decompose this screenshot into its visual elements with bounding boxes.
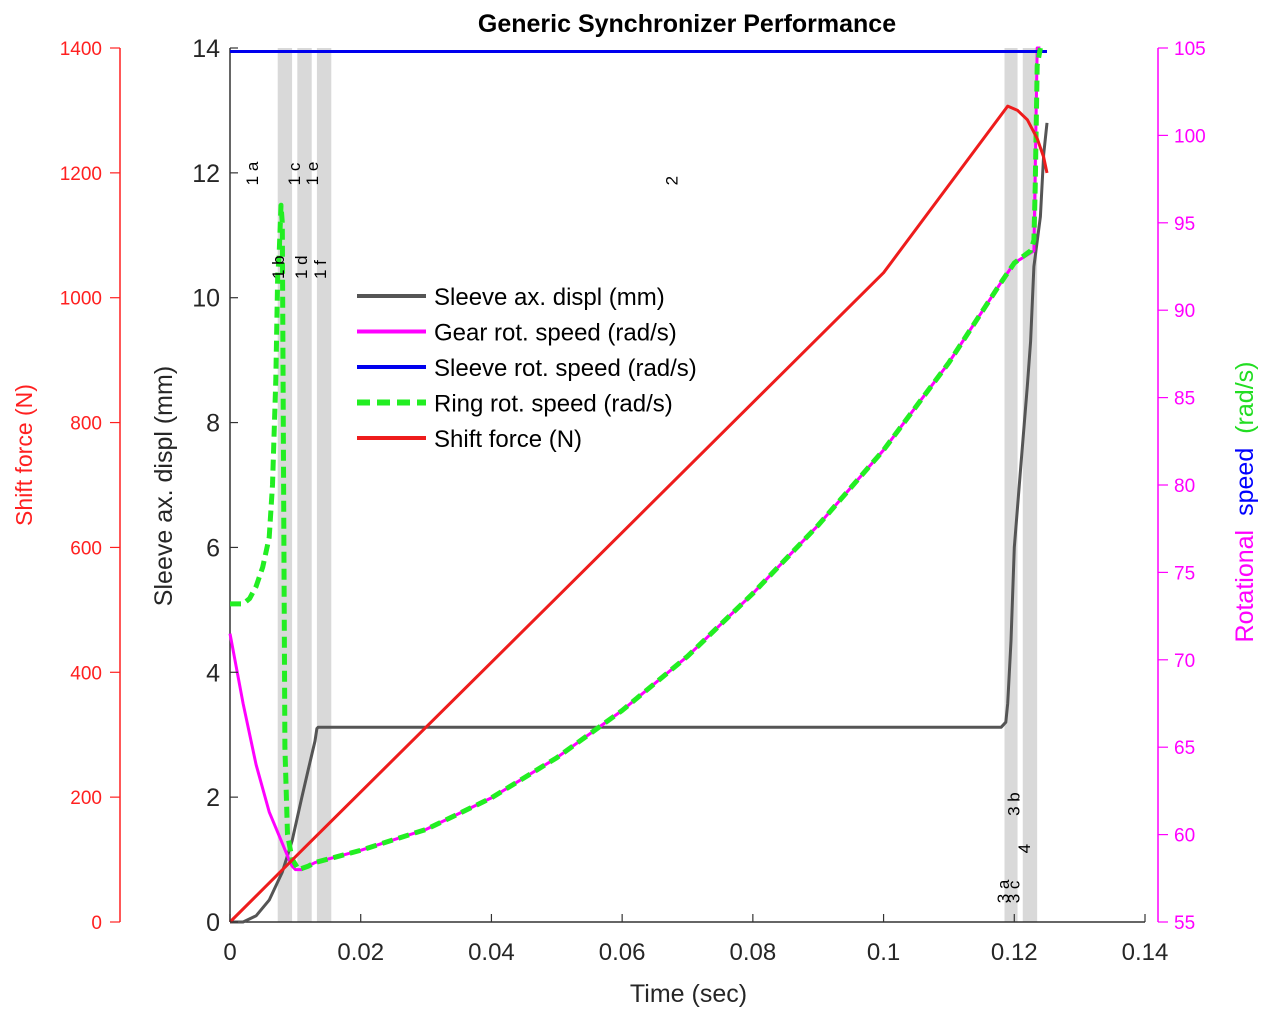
chart-title: Generic Synchronizer Performance — [478, 10, 896, 38]
speed-tick-label: 100 — [1174, 126, 1206, 147]
displ-tick-label: 0 — [206, 909, 220, 937]
speed-tick-label: 70 — [1174, 651, 1195, 672]
force-tick-label: 800 — [70, 414, 102, 435]
legend: Sleeve ax. displ (mm) Gear rot. speed (ra… — [357, 284, 697, 453]
speed-tick-label: 75 — [1174, 563, 1195, 584]
phase-label-8: 3 a — [994, 879, 1013, 903]
x-tick-label: 0.04 — [468, 939, 515, 966]
speed-axis-label-part: Rotational — [1231, 530, 1259, 643]
legend-label-1: Sleeve ax. displ (mm) — [434, 284, 665, 311]
displ-tick-label: 6 — [206, 534, 220, 562]
x-tick-label: 0.1 — [867, 939, 900, 966]
speed-axis-label-part: (rad/s) — [1231, 362, 1259, 434]
phase-label-7: 2 — [663, 176, 682, 185]
displ-tick-label: 4 — [206, 659, 220, 687]
phase-label-2: 1 b — [269, 255, 288, 279]
legend-label-3: Sleeve rot. speed (rad/s) — [434, 355, 697, 382]
phase-label-11: 4 — [1015, 844, 1034, 853]
x-tick-label: 0.12 — [991, 939, 1038, 966]
speed-tick-label: 90 — [1174, 301, 1195, 322]
displ-tick-label: 8 — [206, 410, 220, 438]
phase-label-10: 3 c — [1005, 880, 1024, 903]
phase-label-5: 1 e — [303, 162, 322, 186]
legend-label-4: Ring rot. speed (rad/s) — [434, 391, 673, 418]
phase-label-4: 1 d — [292, 255, 311, 279]
displ-tick-label: 2 — [206, 784, 220, 812]
phase-label-9: 3 b — [1005, 792, 1024, 816]
series-line-4 — [230, 47, 1043, 873]
phase-labels: 1 a 1 b 1 c 1 d 1 e 1 f 2 3 a 3 b 3 c 4 — [243, 161, 1034, 903]
speed-tick-label: 85 — [1174, 389, 1195, 410]
phase-label-3: 1 c — [285, 162, 304, 185]
speed-axis-label-part: speed — [1231, 448, 1259, 516]
speed-tick-label: 55 — [1174, 913, 1195, 934]
speed-tick-label: 65 — [1174, 738, 1195, 759]
displ-tick-label: 10 — [192, 285, 220, 313]
displ-axis-label: Sleeve ax. displ (mm) — [150, 366, 178, 606]
force-axis-label: Shift force (N) — [11, 384, 37, 526]
x-tick-label: 0.06 — [599, 939, 646, 966]
phase-band-4 — [1004, 48, 1018, 922]
displ-tick-label: 14 — [192, 35, 220, 63]
force-tick-label: 200 — [70, 788, 102, 809]
phase-label-6: 1 f — [311, 260, 330, 279]
legend-label-5: Shift force (N) — [434, 426, 582, 453]
series-line-1 — [230, 122, 1049, 924]
force-tick-label: 0 — [91, 913, 102, 934]
force-tick-label: 1000 — [60, 289, 102, 310]
phase-band-3 — [316, 48, 332, 922]
x-axis-label: Time (sec) — [630, 980, 747, 1008]
force-tick-label: 600 — [70, 538, 102, 559]
plot-frame — [229, 48, 1145, 923]
phase-label-1: 1 a — [243, 161, 262, 185]
force-tick-label: 1400 — [60, 39, 102, 60]
axes-layer: 0 0.02 0.04 0.06 0.08 0.1 0.12 0.14 Time (sec) 0 2… — [11, 35, 1259, 1008]
displ-tick-label: 12 — [192, 160, 220, 188]
force-tick-label: 1200 — [60, 164, 102, 185]
force-tick-label: 400 — [70, 663, 102, 684]
x-tick-label: 0.02 — [337, 939, 384, 966]
speed-axis-label: Rotational speed (rad/s) — [1231, 362, 1259, 643]
legend-label-2: Gear rot. speed (rad/s) — [434, 320, 677, 347]
x-tick-label: 0.14 — [1122, 939, 1169, 966]
phase-band-2 — [297, 48, 312, 922]
speed-tick-label: 60 — [1174, 826, 1195, 847]
speed-tick-label: 80 — [1174, 476, 1195, 497]
series-line-5 — [228, 104, 1049, 924]
x-tick-label: 0.08 — [729, 939, 776, 966]
series-layer — [228, 46, 1049, 924]
x-tick-label: 0 — [223, 939, 236, 966]
speed-tick-label: 105 — [1174, 39, 1206, 60]
speed-tick-label: 95 — [1174, 214, 1195, 235]
